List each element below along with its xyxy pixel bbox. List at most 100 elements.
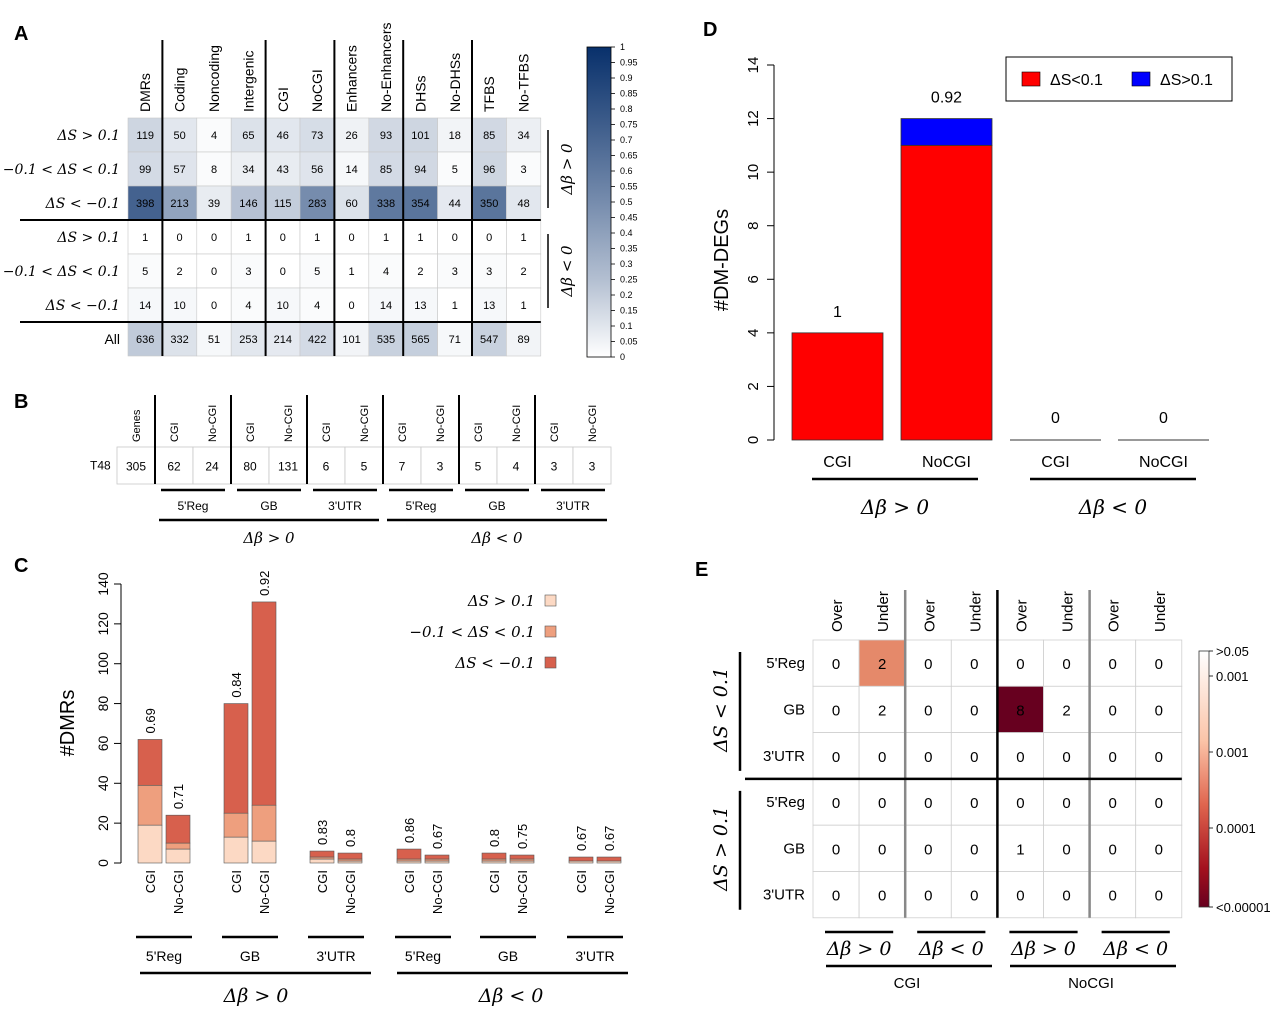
colorbar-tick-label: 0.8 (620, 104, 633, 114)
colorbar-tick-label: 0.25 (620, 275, 638, 285)
cell-value: 3 (452, 266, 458, 278)
bar-label: 0.8 (487, 829, 502, 847)
x-tick-label: CGI (823, 454, 851, 471)
cell-value: 2 (521, 266, 527, 278)
cell-value: 101 (411, 130, 429, 142)
heatmap-cell (196, 253, 232, 289)
heatmap-cell (230, 151, 266, 187)
cell-value: 34 (517, 130, 529, 142)
bar-segment (424, 854, 450, 860)
heatmap-cell (299, 253, 335, 289)
heatmap-cell (858, 685, 906, 733)
row-label: −0.1 < ΔS < 0.1 (3, 162, 120, 178)
heatmap-cell (299, 219, 335, 255)
colorbar-tick-label: 0.55 (620, 182, 638, 192)
heatmap-cell (506, 151, 542, 187)
cell-value: 636 (136, 334, 154, 346)
x-tick-label: NoCGI (1139, 454, 1188, 471)
bar-segment (165, 848, 191, 864)
row-label: All (104, 331, 120, 347)
cell-value: 73 (311, 130, 323, 142)
heatmap-cell (368, 287, 404, 323)
cell-value: 338 (377, 198, 395, 210)
cell-value: 89 (517, 334, 529, 346)
row-label: ΔS < −0.1 (45, 196, 120, 212)
cell-value: 85 (380, 164, 392, 176)
table-cell (154, 446, 194, 485)
bar-label: 0.69 (143, 708, 158, 733)
cell-value: 0 (1108, 841, 1116, 858)
region-label: GB (240, 948, 260, 964)
cell-value: 565 (411, 334, 429, 346)
cell-value: 0 (1155, 656, 1163, 673)
row-label: −0.1 < ΔS < 0.1 (3, 264, 120, 280)
cell-value: 1 (1016, 841, 1024, 858)
column-label: No-CGI (587, 405, 599, 442)
heatmap-cell (1135, 639, 1183, 687)
cell-value: 5 (452, 164, 458, 176)
row-label: GB (783, 701, 805, 718)
bar-label: 0.71 (171, 784, 186, 809)
cell-value: 2 (177, 266, 183, 278)
cell-value: 1 (521, 232, 527, 244)
table-value: 3 (437, 460, 444, 474)
cell-value: 2 (1062, 702, 1070, 719)
heatmap-cell (950, 639, 998, 687)
cell-value: 50 (173, 130, 185, 142)
colorbar-tick-label: 0.4 (620, 228, 633, 238)
cell-value: 0 (177, 232, 183, 244)
cell-value: 93 (380, 130, 392, 142)
cell-value: 0 (1016, 656, 1024, 673)
cell-value: 34 (242, 164, 254, 176)
bar-segment (337, 852, 363, 860)
cell-value: 115 (274, 198, 292, 210)
cell-value: 94 (414, 164, 426, 176)
cell-value: 0 (878, 749, 886, 766)
region-label: 5'Reg (405, 948, 441, 964)
cell-value: 535 (377, 334, 395, 346)
column-label: Over (1013, 599, 1030, 632)
region-label: 5'Reg (178, 499, 209, 513)
heatmap-cell (1043, 685, 1090, 733)
y-tick-label: 140 (95, 572, 111, 596)
column-label: DHSs (412, 75, 428, 112)
heatmap-cell (334, 253, 370, 289)
colorbar (1198, 650, 1210, 908)
column-group-label: Δβ > 0 (1010, 938, 1076, 960)
bar-label: 0.84 (229, 672, 244, 697)
heatmap-cell (506, 117, 542, 153)
group-label: Δβ > 0 (223, 985, 289, 1007)
column-label: CGI (473, 422, 485, 442)
heatmap-cell (402, 151, 438, 187)
heatmap-cell (1043, 871, 1090, 919)
cell-value: 44 (449, 198, 461, 210)
heatmap-cell (812, 824, 860, 872)
cell-value: 18 (449, 130, 461, 142)
cell-value: 0 (452, 232, 458, 244)
cell-value: 1 (521, 300, 527, 312)
colorbar-tick-label: 0.2 (620, 290, 633, 300)
cell-value: 214 (274, 334, 292, 346)
heatmap-cell (162, 151, 198, 187)
panel-letter-d: D (703, 19, 717, 41)
table-value: 4 (513, 460, 520, 474)
heatmap-cell (1043, 824, 1090, 872)
table-value: 131 (278, 460, 298, 474)
cell-value: 4 (383, 266, 389, 278)
row-group-label: ΔS < 0.1 (710, 667, 732, 753)
x-tick-label: CGI (1041, 454, 1069, 471)
cell-value: 0 (486, 232, 492, 244)
panel-letter-a: A (14, 23, 28, 45)
table-value: 3 (589, 460, 596, 474)
heatmap-cell (1043, 778, 1090, 826)
cell-value: 253 (239, 334, 257, 346)
y-tick-label: 20 (95, 815, 111, 831)
column-label: Over (829, 599, 846, 632)
panel-letter-e: E (695, 559, 708, 581)
colorbar-tick-label: 0.45 (620, 213, 638, 223)
cell-value: 0 (832, 888, 840, 905)
cell-value: 0 (1062, 841, 1070, 858)
panel-d-bar-chart: 0 2 4 6 8 10 12 14 #DM-DEGs 1 CGI 0.92 NoCGI 0 CGI 0 NoC… (711, 56, 1233, 519)
cell-value: 96 (483, 164, 495, 176)
